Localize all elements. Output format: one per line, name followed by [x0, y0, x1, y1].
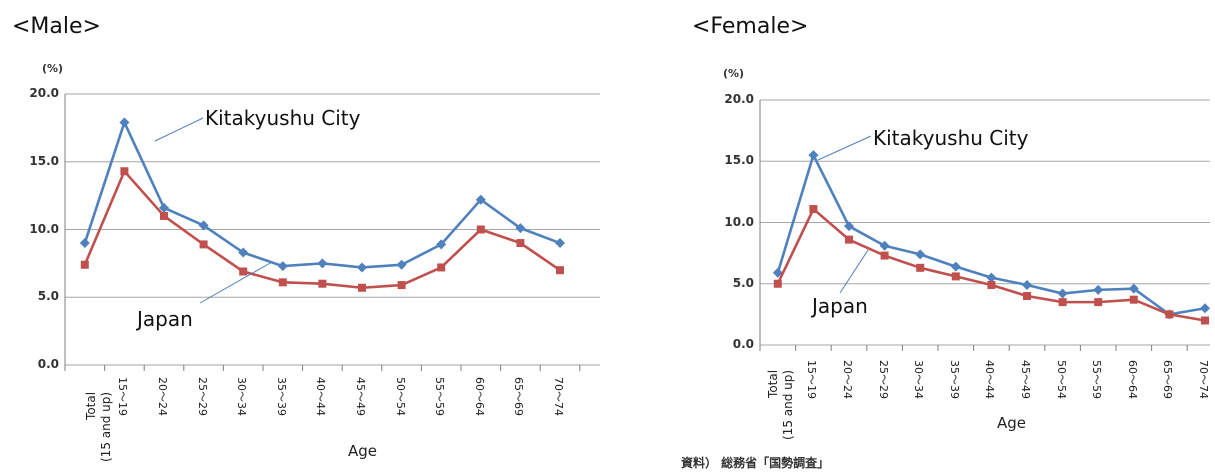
data-point — [845, 235, 853, 244]
data-point — [317, 258, 328, 269]
x-axis-label: Age — [348, 442, 378, 460]
y-tick-label: 5.0 — [37, 289, 59, 304]
y-tick-label: 0.0 — [732, 337, 754, 351]
x-tick-label: 70～74 — [1197, 360, 1210, 399]
data-point — [772, 267, 783, 278]
series-label-japan: Japan — [812, 294, 868, 318]
data-point — [357, 262, 367, 273]
series-label-japan: Japan — [137, 307, 193, 331]
data-point — [880, 251, 889, 260]
data-point — [986, 272, 997, 283]
annotation-leader-kitakyushu — [154, 117, 204, 142]
source-note: 資料） 総務省「国勢調査」 — [681, 456, 830, 470]
data-point — [160, 211, 168, 220]
y-unit-label: (%) — [723, 67, 745, 80]
data-point — [950, 261, 961, 272]
data-point — [278, 278, 287, 287]
data-point — [358, 283, 366, 292]
data-point — [277, 261, 288, 272]
data-point — [120, 167, 129, 176]
data-point — [809, 205, 818, 214]
data-point — [915, 249, 926, 260]
data-point — [773, 279, 782, 288]
annotation-leader-japan — [199, 261, 273, 304]
data-point — [1165, 310, 1174, 319]
data-point — [516, 239, 525, 248]
x-tick-label: 40～44 — [983, 360, 997, 399]
data-point — [951, 272, 960, 281]
data-point — [1023, 292, 1031, 300]
x-tick-label: 45～49 — [1019, 360, 1032, 399]
data-point — [79, 238, 90, 249]
x-tick-label: 55～59 — [1090, 360, 1104, 399]
data-point — [879, 240, 890, 251]
y-tick-label: 20.0 — [29, 86, 59, 100]
y-unit-label: (%) — [42, 62, 64, 75]
data-point — [1129, 295, 1138, 304]
data-point — [556, 266, 564, 275]
data-point — [1058, 298, 1067, 307]
data-point — [1128, 283, 1139, 294]
data-point — [1200, 303, 1210, 314]
data-point — [987, 280, 996, 289]
data-point — [476, 225, 485, 234]
data-point — [396, 259, 407, 270]
x-tick-label: 30～34 — [912, 360, 926, 399]
data-point — [437, 263, 446, 272]
data-point — [198, 220, 209, 231]
data-point — [555, 238, 565, 249]
chart-title: <Male> — [12, 14, 101, 39]
data-point — [238, 247, 249, 258]
annotation-leader-japan — [839, 249, 869, 294]
data-point — [916, 263, 925, 272]
data-point — [475, 194, 486, 205]
data-point — [436, 239, 447, 250]
data-point — [1093, 284, 1104, 295]
data-point — [199, 240, 208, 249]
data-point — [844, 221, 854, 232]
y-tick-label: 5.0 — [732, 275, 754, 290]
data-point — [1201, 316, 1209, 325]
x-tick-label: 50～54 — [1054, 360, 1068, 399]
x-tick-label: 65～69 — [1161, 360, 1175, 399]
data-point — [119, 117, 130, 128]
chart-title: <Female> — [692, 14, 809, 39]
series-label-kitakyushu: Kitakyushu City — [873, 126, 1029, 150]
data-point — [1094, 298, 1103, 307]
x-axis-label: Age — [997, 414, 1027, 432]
data-point — [80, 260, 89, 269]
x-tick-label: 20～24 — [841, 360, 854, 399]
data-point — [318, 279, 327, 288]
data-point — [1022, 279, 1032, 290]
annotation-leader-kitakyushu — [817, 135, 872, 161]
y-tick-label: 0.0 — [37, 357, 59, 371]
x-tick-label: Total (15 and up) — [766, 369, 795, 440]
data-point — [159, 202, 169, 213]
x-tick-label: 35～39 — [947, 360, 961, 399]
x-tick-label: 25～29 — [876, 360, 890, 399]
data-point — [1057, 288, 1068, 299]
y-tick-label: 10.0 — [724, 214, 754, 229]
y-tick-label: 15.0 — [29, 153, 59, 168]
data-point — [515, 223, 526, 234]
x-tick-label: 15～19 — [805, 360, 819, 399]
x-tick-label: 60～64 — [1125, 360, 1139, 399]
series-label-kitakyushu: Kitakyushu City — [205, 106, 361, 130]
y-tick-label: 20.0 — [724, 92, 754, 106]
data-point — [808, 150, 819, 161]
data-point — [239, 267, 248, 276]
y-tick-label: 15.0 — [724, 153, 754, 168]
y-tick-label: 10.0 — [29, 221, 59, 236]
data-point — [397, 281, 406, 290]
